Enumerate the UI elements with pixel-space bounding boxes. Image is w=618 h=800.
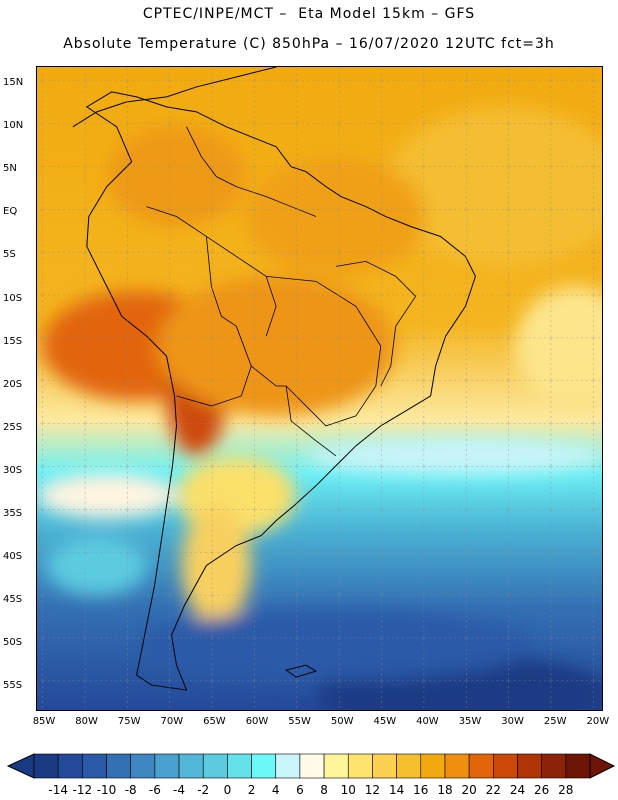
colorbar-label: 22 <box>485 783 501 797</box>
colorbar-label: 24 <box>509 783 526 797</box>
colorbar-swatch <box>154 753 180 779</box>
colorbar-swatch <box>130 753 156 779</box>
colorbar-label: 12 <box>364 783 381 797</box>
latitude-label: 25S <box>3 421 23 433</box>
latitude-label: 50S <box>3 637 23 649</box>
colorbar-swatch <box>178 753 204 779</box>
colorbar-swatch <box>227 753 252 779</box>
colorbar-label: 2 <box>247 783 256 797</box>
colorbar-swatch <box>444 753 470 779</box>
colorbar-swatch <box>275 753 301 779</box>
longitude-label: 40W <box>416 716 439 727</box>
colorbar-label: -8 <box>124 783 137 797</box>
colorbar-label: -4 <box>173 783 186 797</box>
latitude-label: 20S <box>3 378 23 390</box>
colorbar-label: 20 <box>461 783 477 797</box>
colorbar-swatch <box>420 753 446 779</box>
colorbar-label: 28 <box>558 783 574 797</box>
colorbar-label: -2 <box>197 783 210 797</box>
colorbar <box>6 753 616 779</box>
colorbar-swatch <box>251 753 277 779</box>
colorbar-label: 16 <box>413 783 429 797</box>
colorbar-label: 18 <box>437 783 453 797</box>
temperature-map <box>36 66 603 711</box>
colorbar-swatch <box>57 753 83 779</box>
colorbar-swatch <box>33 753 59 779</box>
colorbar-swatch <box>565 753 591 779</box>
latitude-label: 5S <box>3 249 16 261</box>
latitude-label: 10N <box>3 120 24 132</box>
latitude-label: 40S <box>3 551 23 563</box>
colorbar-label: 10 <box>340 783 356 797</box>
longitude-label: 35W <box>458 716 482 727</box>
colorbar-swatch <box>468 753 494 779</box>
colorbar-swatch <box>396 753 422 779</box>
latitude-label: 55S <box>3 680 23 692</box>
colorbar-swatch <box>372 753 397 779</box>
longitude-label: 45W <box>373 716 397 727</box>
colorbar-label: 6 <box>296 783 304 797</box>
longitude-label: 75W <box>117 716 141 727</box>
latitude-label: 45S <box>3 594 23 606</box>
colorbar-label: -14 <box>48 783 68 797</box>
colorbar-min-arrow <box>6 753 35 779</box>
colorbar-swatch <box>493 753 518 779</box>
colorbar-label: 4 <box>271 783 280 797</box>
longitude-label: 65W <box>203 716 226 727</box>
colorbar-label: -6 <box>148 783 161 797</box>
longitude-label: 30W <box>501 716 524 727</box>
latitude-label: 10S <box>3 292 23 304</box>
longitude-label: 70W <box>160 716 184 727</box>
colorbar-label: 14 <box>388 783 405 797</box>
colorbar-swatch <box>517 753 542 779</box>
longitude-label: 60W <box>245 716 269 727</box>
latitude-label: 5N <box>3 163 17 175</box>
colorbar-swatch <box>323 753 349 779</box>
colorbar-label: -12 <box>72 783 93 797</box>
colorbar-swatch <box>202 753 228 779</box>
colorbar-max-arrow <box>589 753 616 779</box>
latitude-label: 15N <box>3 77 24 88</box>
longitude-label: 20W <box>586 716 610 727</box>
map-subtitle: Absolute Temperature (C) 850hPa – 16/07/… <box>63 36 555 52</box>
colorbar-swatch <box>347 753 373 779</box>
latitude-label: EQ <box>3 206 18 218</box>
longitude-label: 50W <box>330 716 354 727</box>
longitude-label: 55W <box>288 716 311 727</box>
latitude-label: 35S <box>3 508 23 519</box>
colorbar-swatch <box>106 753 131 779</box>
map-title: CPTEC/INPE/MCT – Eta Model 15km – GFS <box>142 6 476 22</box>
longitude-label: 80W <box>75 716 98 727</box>
colorbar-label: 0 <box>223 783 232 797</box>
longitude-label: 85W <box>32 716 56 727</box>
colorbar-label: 26 <box>534 783 550 797</box>
latitude-label: 15S <box>3 335 23 347</box>
longitude-label: 25W <box>543 716 567 727</box>
latitude-label: 30S <box>3 464 23 476</box>
colorbar-label: 8 <box>320 783 328 797</box>
graticule <box>37 67 602 710</box>
colorbar-swatch <box>299 753 325 779</box>
colorbar-swatch <box>541 753 567 779</box>
colorbar-swatch <box>82 753 107 779</box>
colorbar-label: -10 <box>96 783 117 797</box>
